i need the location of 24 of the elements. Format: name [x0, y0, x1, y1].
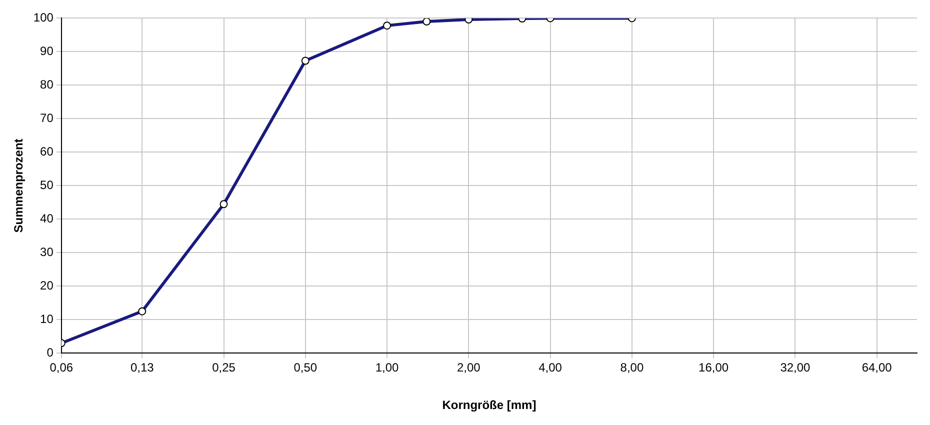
y-tick-label: 10 — [40, 312, 54, 326]
x-tick-label: 32,00 — [780, 360, 811, 375]
x-tick-label: 1,00 — [375, 360, 400, 375]
x-tick-label: 0,06 — [50, 360, 74, 375]
y-axis-title: Summenprozent — [12, 138, 26, 233]
x-tick-label: 0,25 — [212, 360, 236, 375]
x-tick-label: 2,00 — [456, 360, 481, 375]
x-tick-label: 16,00 — [698, 360, 729, 375]
y-tick-label: 50 — [40, 178, 54, 192]
y-tick-label: 70 — [40, 111, 54, 126]
y-tick-label: 30 — [40, 245, 54, 260]
x-tick-label: 0,50 — [294, 360, 318, 375]
x-tick-label: 8,00 — [620, 360, 644, 375]
x-tick-label: 64,00 — [862, 360, 892, 375]
y-tick-label: 0 — [46, 346, 54, 360]
y-tick-label: 80 — [40, 78, 54, 92]
y-tick-label: 100 — [33, 10, 54, 25]
y-tick-label: 90 — [40, 44, 54, 58]
x-tick-label: 0,13 — [130, 360, 154, 375]
y-tick-label: 40 — [40, 212, 54, 226]
y-tick-label: 60 — [40, 144, 54, 159]
x-axis-title: Korngröße [mm] — [442, 398, 536, 412]
x-tick-label: 4,00 — [538, 360, 562, 375]
y-tick-label: 20 — [40, 278, 54, 293]
